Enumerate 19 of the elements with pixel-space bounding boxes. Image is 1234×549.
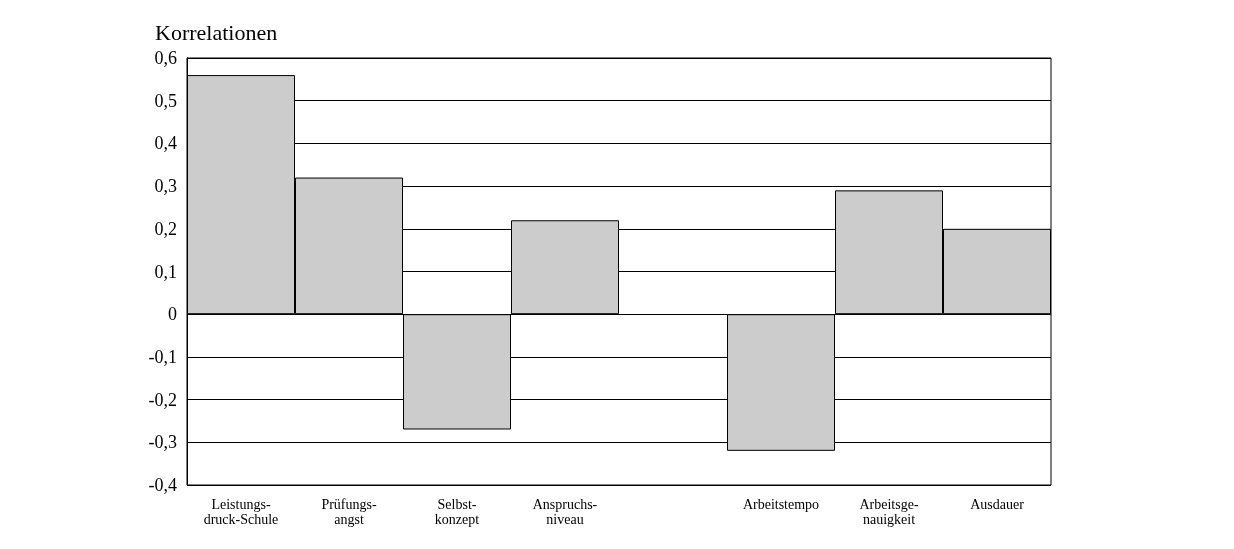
y-tick-label: -0,3 [148,432,177,453]
x-tick-label: Selbst- konzept [434,497,480,527]
y-tick-label: 0,2 [154,218,177,239]
y-tick-label: 0,6 [154,48,177,68]
y-tick-label: 0 [168,304,177,325]
x-tick-label: Anspruchs- niveau [532,497,598,527]
y-tick-label: -0,4 [148,475,177,495]
y-tick-label: -0,1 [148,346,177,367]
x-tick-label: Arbeitsge- nauigkeit [859,497,919,527]
y-tick-label: 0,1 [154,261,177,282]
x-tick-label: Leistungs- druck-Schule [203,497,279,527]
y-tick-label: 0,5 [154,90,177,111]
chart-title: Korrelationen [155,19,278,45]
x-tick-label: Arbeitstempo [742,497,820,512]
y-tick-label: 0,4 [154,133,177,154]
y-tick-label: -0,2 [148,389,177,410]
x-tick-label: Ausdauer [970,497,1025,512]
y-tick-label: 0,3 [154,176,177,197]
x-tick-label: Prüfungs- angst [321,497,377,527]
